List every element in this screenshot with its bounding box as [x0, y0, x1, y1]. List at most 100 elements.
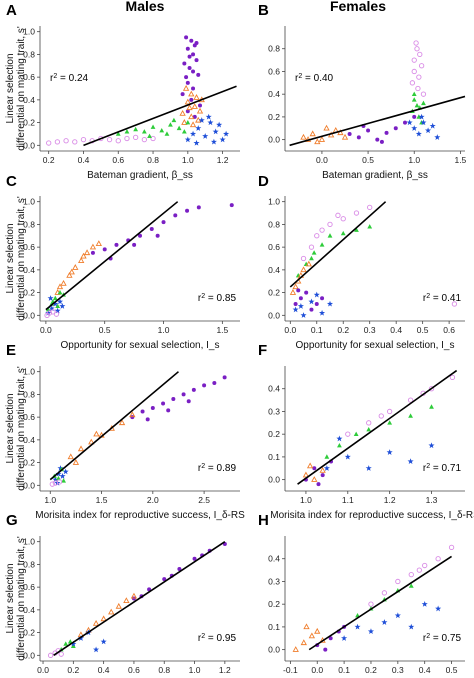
point-orange: [93, 430, 100, 437]
point-blue: [210, 138, 217, 145]
point-purple: [366, 128, 371, 133]
point-green: [340, 230, 346, 236]
point-blue: [52, 476, 59, 483]
point-pink: [422, 562, 428, 569]
point-purple: [155, 233, 160, 238]
y-tick-label: 0.2: [268, 429, 280, 439]
x-tick-label: 0.2: [365, 665, 377, 675]
point-blue: [195, 125, 202, 131]
point-blue: [386, 449, 393, 455]
point-orange: [306, 462, 314, 469]
point-orange: [89, 243, 97, 250]
point-green: [52, 295, 58, 301]
point-purple: [177, 566, 182, 571]
point-orange: [300, 133, 307, 140]
x-tick-label: 0.0: [40, 325, 52, 335]
point-green: [355, 612, 360, 618]
point-blue: [223, 130, 230, 137]
x-tick-label: 0.4: [98, 665, 110, 675]
x-tick-label: 0.5: [417, 325, 429, 335]
point-green: [319, 242, 325, 247]
point-pink: [368, 601, 374, 607]
point-purple: [114, 242, 119, 247]
point-orange: [337, 129, 344, 136]
point-orange: [115, 602, 122, 609]
point-purple: [229, 203, 234, 208]
x-tick-label: -0.1: [283, 665, 298, 675]
point-orange: [118, 419, 126, 426]
point-purple: [312, 466, 317, 471]
point-orange: [308, 632, 316, 639]
point-green: [337, 442, 342, 448]
point-pink: [308, 244, 315, 250]
point-green: [414, 102, 420, 108]
point-purple: [161, 401, 166, 406]
x-tick-label: 0.6: [443, 325, 455, 335]
point-orange: [196, 107, 204, 114]
point-pink: [53, 311, 60, 317]
point-blue: [367, 628, 375, 635]
point-blue: [100, 638, 107, 645]
x-tick-label: 0.8: [158, 665, 170, 675]
point-blue: [216, 121, 223, 128]
point-pink: [415, 85, 421, 92]
panel-C: C 0.0 0.5 1.0 1.5 0.0 0.2 0.4 0.6 0.8 1.0 Opportuni…: [5, 173, 240, 351]
point-orange: [182, 84, 190, 91]
point-blue: [336, 435, 343, 442]
point-orange: [188, 113, 195, 120]
x-tick-label: 0.2: [67, 665, 79, 675]
x-tick-label: 0.2: [337, 325, 349, 335]
point-blue: [212, 128, 219, 135]
point-purple: [191, 69, 196, 74]
panel-G: G 0.0 0.2 0.4 0.6 0.8 1.0 1.2 0.0 0.2 0.4 0.6 0.8 1.0…: [5, 512, 240, 675]
point-orange: [179, 109, 186, 116]
point-pink: [47, 652, 54, 658]
x-tick-label: 0.6: [128, 665, 140, 675]
point-green: [181, 129, 187, 134]
x-tick-label: 0.0: [316, 155, 328, 165]
point-orange: [88, 438, 95, 445]
point-pink: [115, 138, 121, 144]
x-axis-title: Bateman gradient, β_ss: [322, 170, 428, 181]
point-orange: [123, 597, 130, 604]
point-purple: [296, 288, 301, 293]
point-blue: [434, 134, 441, 140]
point-orange: [303, 623, 310, 630]
point-purple: [130, 415, 135, 420]
point-green: [115, 131, 121, 136]
panel-E: E 1.0 1.5 2.0 2.5 0.0 0.2 0.4 0.6 0.8 1.0 Morisita …: [5, 342, 245, 521]
point-green: [176, 125, 182, 131]
point-green: [150, 124, 156, 129]
panel-F: F 1.0 1.1 1.2 1.3 0.0 0.1 0.2 0.3 0.4 Morisita ind…: [258, 342, 474, 521]
point-purple: [180, 92, 185, 97]
point-purple: [384, 130, 389, 135]
point-pink: [428, 386, 435, 392]
point-orange: [300, 266, 307, 273]
point-blue: [323, 465, 330, 471]
point-orange: [72, 264, 79, 270]
x-tick-label: 0.2: [43, 155, 55, 165]
point-orange: [66, 272, 73, 278]
point-pink: [378, 413, 384, 419]
y-tick-label: 0.0: [268, 475, 280, 485]
point-pink: [411, 57, 417, 63]
y-tick-label: 0.4: [23, 605, 35, 615]
point-purple: [412, 114, 417, 119]
x-tick-label: 0.8: [147, 155, 159, 165]
point-purple: [403, 120, 407, 125]
point-purple: [186, 399, 191, 404]
regression-line: [289, 201, 387, 288]
point-purple: [189, 97, 194, 102]
regression-line: [45, 201, 179, 311]
y-tick-label: 1.0: [268, 197, 280, 207]
x-tick-label: 1.2: [219, 665, 231, 675]
x-tick-label: 0.4: [390, 325, 402, 335]
point-blue: [47, 295, 54, 301]
point-blue: [292, 306, 299, 313]
point-purple: [192, 556, 197, 561]
point-green: [411, 91, 417, 96]
y-tick-label: 0.8: [268, 219, 280, 229]
point-blue: [297, 303, 304, 309]
regression-line: [308, 555, 453, 651]
y-tick-label: 0.8: [23, 559, 35, 569]
